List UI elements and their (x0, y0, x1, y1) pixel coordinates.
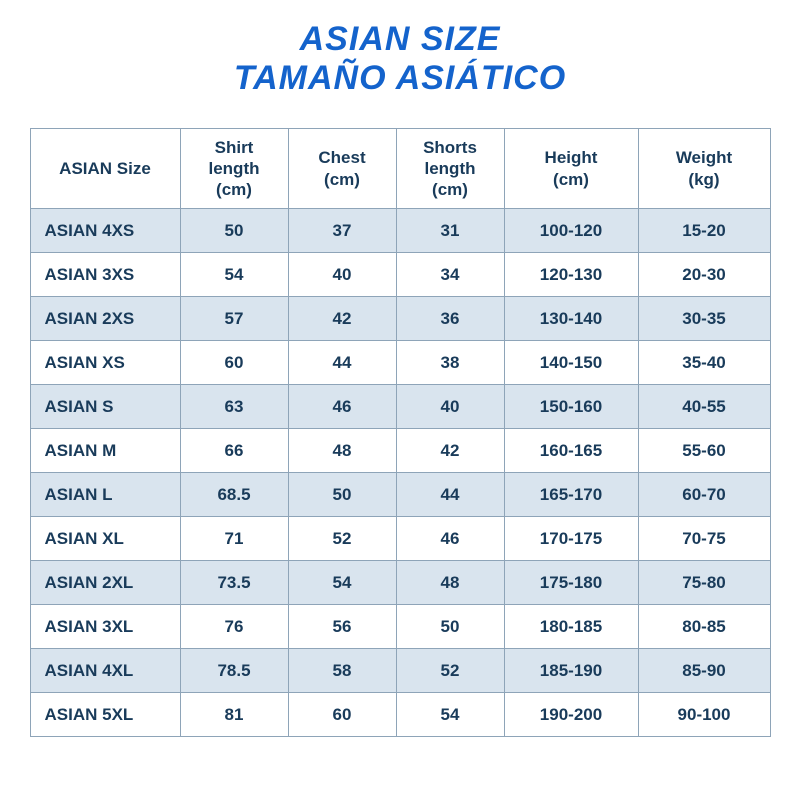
value-cell: 170-175 (504, 517, 638, 561)
value-cell: 56 (288, 605, 396, 649)
value-cell: 35-40 (638, 341, 770, 385)
value-cell: 81 (180, 693, 288, 737)
table-row: ASIAN L68.55044165-17060-70 (30, 473, 770, 517)
value-cell: 160-165 (504, 429, 638, 473)
value-cell: 80-85 (638, 605, 770, 649)
size-cell: ASIAN 3XL (30, 605, 180, 649)
value-cell: 54 (396, 693, 504, 737)
value-cell: 52 (288, 517, 396, 561)
table-row: ASIAN XS604438140-15035-40 (30, 341, 770, 385)
value-cell: 42 (396, 429, 504, 473)
value-cell: 52 (396, 649, 504, 693)
value-cell: 85-90 (638, 649, 770, 693)
table-header: ASIAN SizeShirtlength(cm)Chest(cm)Shorts… (30, 129, 770, 209)
table-row: ASIAN 2XL73.55448175-18075-80 (30, 561, 770, 605)
table-row: ASIAN M664842160-16555-60 (30, 429, 770, 473)
value-cell: 60 (180, 341, 288, 385)
table-row: ASIAN S634640150-16040-55 (30, 385, 770, 429)
table-body: ASIAN 4XS503731100-12015-20ASIAN 3XS5440… (30, 209, 770, 737)
title-line-1: ASIAN SIZE (234, 20, 566, 59)
value-cell: 36 (396, 297, 504, 341)
value-cell: 70-75 (638, 517, 770, 561)
value-cell: 140-150 (504, 341, 638, 385)
value-cell: 31 (396, 209, 504, 253)
column-header: Shortslength(cm) (396, 129, 504, 209)
value-cell: 68.5 (180, 473, 288, 517)
value-cell: 40-55 (638, 385, 770, 429)
value-cell: 54 (180, 253, 288, 297)
value-cell: 60 (288, 693, 396, 737)
value-cell: 60-70 (638, 473, 770, 517)
table-row: ASIAN 3XS544034120-13020-30 (30, 253, 770, 297)
size-cell: ASIAN 4XS (30, 209, 180, 253)
value-cell: 46 (288, 385, 396, 429)
value-cell: 40 (396, 385, 504, 429)
value-cell: 48 (396, 561, 504, 605)
value-cell: 48 (288, 429, 396, 473)
value-cell: 38 (396, 341, 504, 385)
value-cell: 66 (180, 429, 288, 473)
table-row: ASIAN 3XL765650180-18580-85 (30, 605, 770, 649)
size-cell: ASIAN XS (30, 341, 180, 385)
size-cell: ASIAN L (30, 473, 180, 517)
value-cell: 50 (396, 605, 504, 649)
page-title: ASIAN SIZE TAMAÑO ASIÁTICO (234, 20, 566, 98)
value-cell: 55-60 (638, 429, 770, 473)
value-cell: 120-130 (504, 253, 638, 297)
value-cell: 54 (288, 561, 396, 605)
value-cell: 165-170 (504, 473, 638, 517)
value-cell: 20-30 (638, 253, 770, 297)
value-cell: 71 (180, 517, 288, 561)
value-cell: 78.5 (180, 649, 288, 693)
value-cell: 185-190 (504, 649, 638, 693)
table-row: ASIAN 4XL78.55852185-19085-90 (30, 649, 770, 693)
table-row: ASIAN 2XS574236130-14030-35 (30, 297, 770, 341)
column-header: Height(cm) (504, 129, 638, 209)
size-cell: ASIAN 4XL (30, 649, 180, 693)
value-cell: 63 (180, 385, 288, 429)
value-cell: 40 (288, 253, 396, 297)
value-cell: 190-200 (504, 693, 638, 737)
value-cell: 76 (180, 605, 288, 649)
size-cell: ASIAN 3XS (30, 253, 180, 297)
value-cell: 100-120 (504, 209, 638, 253)
value-cell: 50 (180, 209, 288, 253)
size-cell: ASIAN 5XL (30, 693, 180, 737)
value-cell: 50 (288, 473, 396, 517)
table-row: ASIAN XL715246170-17570-75 (30, 517, 770, 561)
value-cell: 58 (288, 649, 396, 693)
column-header: Weight(kg) (638, 129, 770, 209)
size-cell: ASIAN XL (30, 517, 180, 561)
value-cell: 30-35 (638, 297, 770, 341)
size-table: ASIAN SizeShirtlength(cm)Chest(cm)Shorts… (30, 128, 771, 737)
value-cell: 180-185 (504, 605, 638, 649)
value-cell: 34 (396, 253, 504, 297)
value-cell: 37 (288, 209, 396, 253)
value-cell: 44 (396, 473, 504, 517)
size-cell: ASIAN 2XL (30, 561, 180, 605)
column-header: ASIAN Size (30, 129, 180, 209)
table-row: ASIAN 4XS503731100-12015-20 (30, 209, 770, 253)
size-cell: ASIAN 2XS (30, 297, 180, 341)
value-cell: 73.5 (180, 561, 288, 605)
value-cell: 42 (288, 297, 396, 341)
value-cell: 130-140 (504, 297, 638, 341)
value-cell: 75-80 (638, 561, 770, 605)
value-cell: 46 (396, 517, 504, 561)
value-cell: 57 (180, 297, 288, 341)
column-header: Shirtlength(cm) (180, 129, 288, 209)
value-cell: 175-180 (504, 561, 638, 605)
size-cell: ASIAN M (30, 429, 180, 473)
size-cell: ASIAN S (30, 385, 180, 429)
column-header: Chest(cm) (288, 129, 396, 209)
title-line-2: TAMAÑO ASIÁTICO (234, 59, 566, 98)
table-row: ASIAN 5XL816054190-20090-100 (30, 693, 770, 737)
value-cell: 150-160 (504, 385, 638, 429)
value-cell: 15-20 (638, 209, 770, 253)
value-cell: 44 (288, 341, 396, 385)
value-cell: 90-100 (638, 693, 770, 737)
